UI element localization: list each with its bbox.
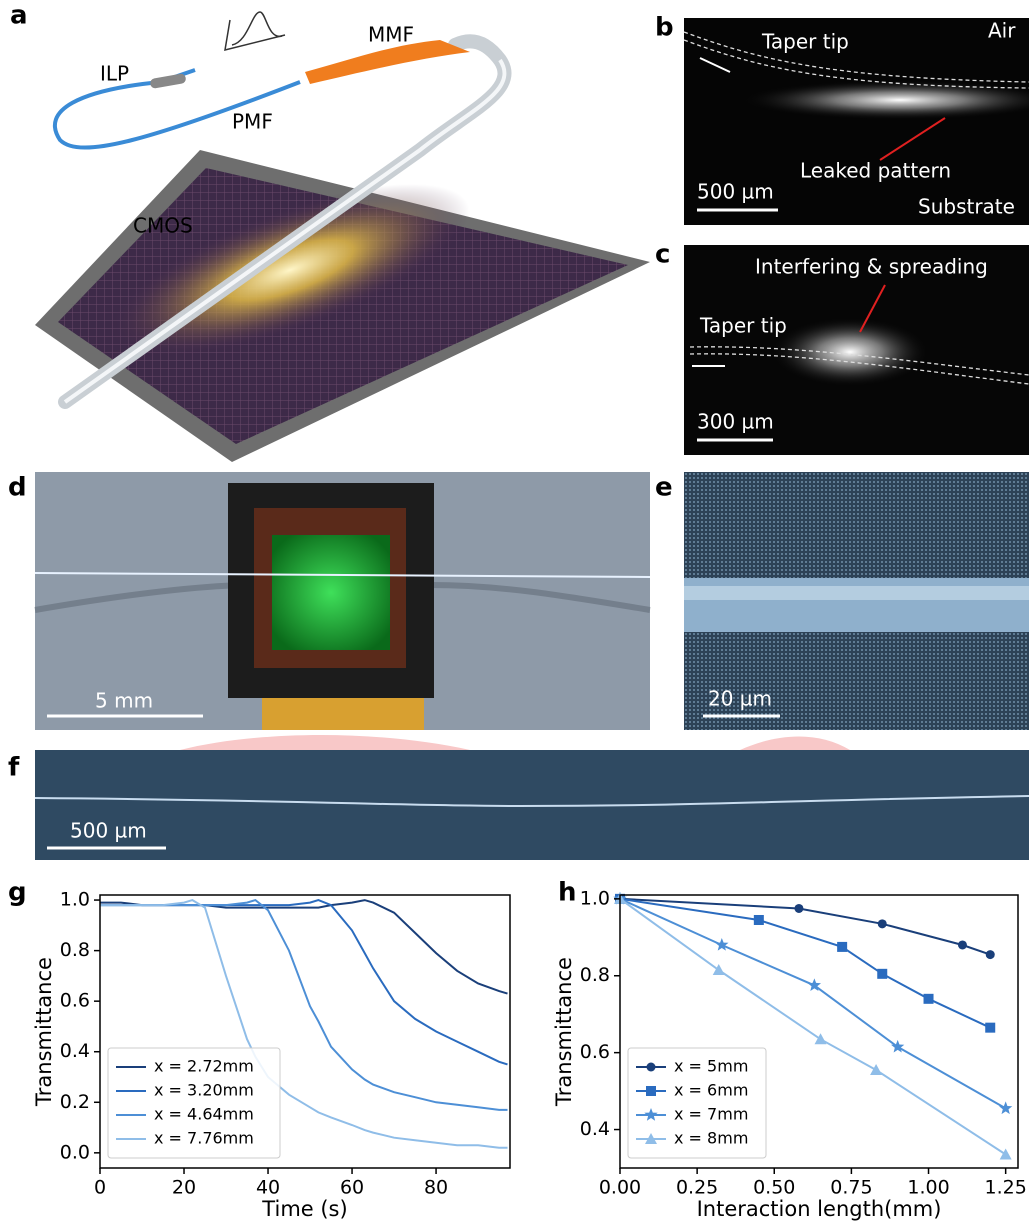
- panel-label: d: [8, 473, 27, 503]
- mmf-jacket: [305, 40, 470, 84]
- series-line: [100, 900, 508, 994]
- scale-label: 5 mm: [95, 689, 153, 713]
- label-mmf: MMF: [368, 23, 414, 47]
- panel-label: f: [8, 753, 20, 783]
- legend-label: x = 5mm: [674, 1057, 748, 1076]
- marker: [713, 964, 725, 975]
- panel-d: d 5 mm: [8, 472, 650, 730]
- label: Substrate: [918, 195, 1015, 219]
- figure: a ILP PMF MMF CMOS b Taper tip Air Leake…: [0, 0, 1029, 1222]
- marker: [815, 1033, 827, 1044]
- legend-label: x = 4.64mm: [154, 1105, 254, 1124]
- panel-label: c: [655, 240, 670, 270]
- marker: [999, 1101, 1012, 1114]
- marker: [958, 940, 967, 949]
- x-tick-label: 80: [424, 1177, 448, 1199]
- y-tick-label: 0.4: [580, 1118, 610, 1140]
- x-axis-label: Time (s): [261, 1197, 347, 1221]
- marker: [878, 919, 887, 928]
- marker: [986, 950, 995, 959]
- panel-f: f 500 µm: [8, 750, 1029, 860]
- scale-label: 500 µm: [70, 819, 147, 843]
- y-axis-label: Transmittance: [552, 957, 576, 1107]
- x-tick-label: 1.00: [907, 1177, 949, 1199]
- label: Taper tip: [699, 314, 787, 338]
- panel-c: c Interfering & spreading Taper tip 300 …: [655, 240, 1029, 456]
- y-tick-label: 1.0: [580, 887, 610, 909]
- label-pmf: PMF: [232, 110, 273, 134]
- label: Taper tip: [761, 30, 849, 54]
- marker: [837, 942, 847, 952]
- legend-label: x = 2.72mm: [154, 1057, 254, 1076]
- zoom-connector: [740, 737, 850, 751]
- fiber-highlight: [684, 586, 1029, 600]
- y-tick-label: 0.2: [60, 1091, 90, 1113]
- y-tick-label: 0.6: [580, 1041, 610, 1063]
- x-tick-label: 20: [172, 1177, 196, 1199]
- y-tick-label: 0.8: [580, 964, 610, 986]
- interference-glow: [770, 317, 930, 387]
- series-line: [620, 899, 990, 1028]
- label-cmos: CMOS: [133, 214, 193, 238]
- y-tick-label: 0.6: [60, 990, 90, 1012]
- label: Interfering & spreading: [755, 255, 988, 279]
- marker: [877, 969, 887, 979]
- x-tick-label: 40: [256, 1177, 280, 1199]
- y-tick-label: 0.4: [60, 1040, 90, 1062]
- marker: [715, 938, 728, 951]
- label: Leaked pattern: [800, 159, 951, 183]
- y-axis-label: Transmittance: [32, 957, 56, 1107]
- x-tick-label: 1.25: [985, 1177, 1027, 1199]
- marker: [1000, 1149, 1012, 1160]
- x-tick-label: 0: [94, 1177, 106, 1199]
- ilp-device: [149, 73, 186, 89]
- legend-label: x = 7.76mm: [154, 1129, 254, 1148]
- panel-label: h: [558, 878, 577, 908]
- legend-label: x = 6mm: [674, 1081, 748, 1100]
- legend-label: x = 8mm: [674, 1129, 748, 1148]
- x-tick-label: 0.00: [599, 1177, 641, 1199]
- spectrum: [232, 12, 282, 45]
- panel-label: a: [10, 1, 28, 31]
- x-tick-label: 0.25: [676, 1177, 718, 1199]
- x-axis-label: Interaction length(mm): [697, 1197, 942, 1221]
- x-tick-label: 0.75: [830, 1177, 872, 1199]
- marker: [924, 994, 934, 1004]
- panel-b: b Taper tip Air Leaked pattern 500 µm Su…: [655, 13, 1029, 226]
- label: Air: [988, 19, 1016, 43]
- scale-label: 500 µm: [697, 180, 774, 204]
- marker: [870, 1064, 882, 1075]
- marker: [754, 915, 764, 925]
- legend-label: x = 7mm: [674, 1105, 748, 1124]
- marker: [985, 1023, 995, 1033]
- y-tick-label: 0.8: [60, 939, 90, 961]
- scale-label: 20 µm: [708, 687, 772, 711]
- legend-marker: [646, 1086, 656, 1096]
- label-ilp: ILP: [100, 62, 129, 86]
- y-tick-label: 1.0: [60, 889, 90, 911]
- x-tick-label: 60: [340, 1177, 364, 1199]
- legend-marker: [647, 1063, 656, 1072]
- legend-label: x = 3.20mm: [154, 1081, 254, 1100]
- panel-a: a ILP PMF MMF CMOS: [10, 1, 650, 463]
- y-tick-label: 0.0: [60, 1141, 90, 1163]
- x-tick-label: 0.50: [753, 1177, 795, 1199]
- panel-label: g: [8, 878, 27, 908]
- marker: [794, 904, 803, 913]
- panel-e: e 20 µm: [655, 472, 1029, 730]
- panel-label: b: [655, 13, 674, 43]
- zoom-connector: [180, 735, 470, 750]
- scale-label: 300 µm: [697, 410, 774, 434]
- sensor-area: [272, 535, 390, 650]
- series-line: [100, 900, 508, 1064]
- panel-label: e: [655, 473, 673, 503]
